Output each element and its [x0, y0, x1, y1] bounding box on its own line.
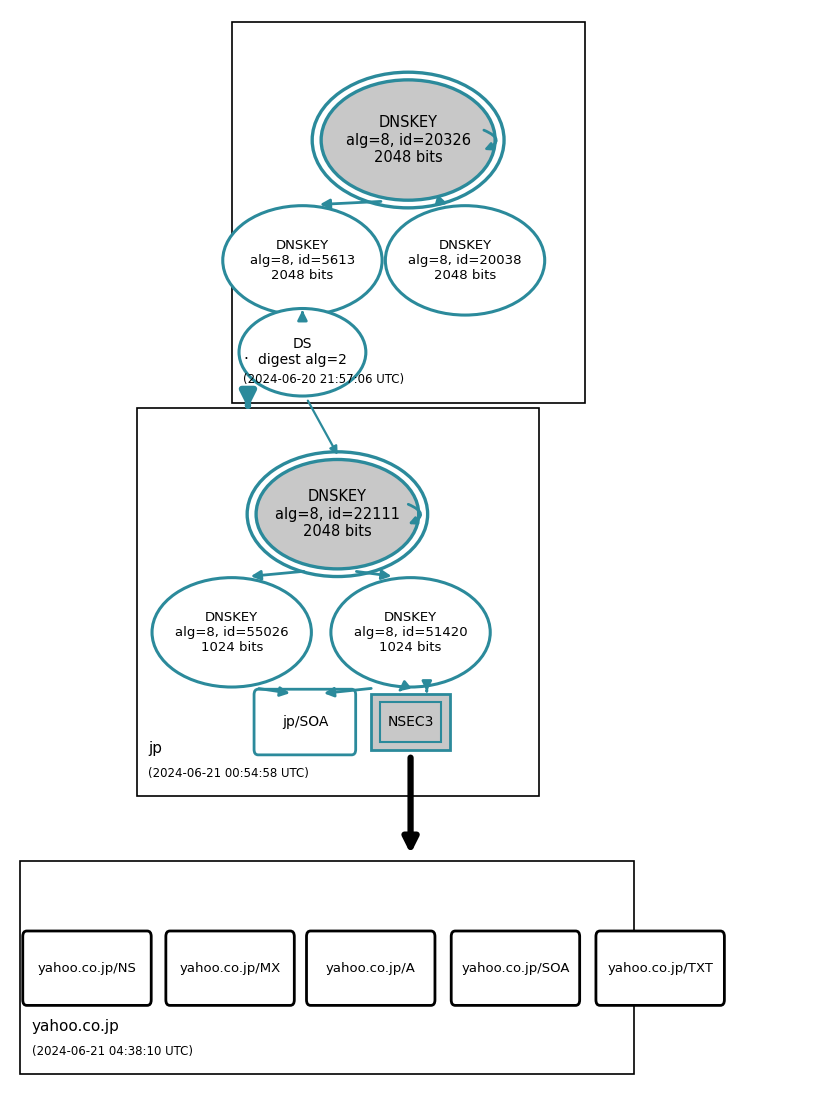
- Text: yahoo.co.jp/SOA: yahoo.co.jp/SOA: [461, 962, 570, 975]
- Text: (2024-06-20 21:57:06 UTC): (2024-06-20 21:57:06 UTC): [243, 373, 404, 386]
- Text: NSEC3: NSEC3: [387, 715, 434, 729]
- Ellipse shape: [223, 206, 382, 315]
- Text: yahoo.co.jp/MX: yahoo.co.jp/MX: [180, 962, 280, 975]
- FancyBboxPatch shape: [23, 931, 151, 1005]
- FancyBboxPatch shape: [596, 931, 724, 1005]
- Text: yahoo.co.jp/TXT: yahoo.co.jp/TXT: [607, 962, 713, 975]
- FancyBboxPatch shape: [254, 689, 356, 755]
- FancyBboxPatch shape: [307, 931, 435, 1005]
- FancyBboxPatch shape: [451, 931, 580, 1005]
- Text: (2024-06-21 04:38:10 UTC): (2024-06-21 04:38:10 UTC): [32, 1045, 193, 1058]
- FancyArrowPatch shape: [408, 504, 420, 523]
- Text: yahoo.co.jp: yahoo.co.jp: [32, 1019, 120, 1034]
- Text: DNSKEY
alg=8, id=20038
2048 bits: DNSKEY alg=8, id=20038 2048 bits: [408, 238, 522, 282]
- FancyBboxPatch shape: [137, 408, 539, 796]
- Text: DNSKEY
alg=8, id=22111
2048 bits: DNSKEY alg=8, id=22111 2048 bits: [275, 489, 400, 539]
- Text: yahoo.co.jp/A: yahoo.co.jp/A: [326, 962, 415, 975]
- Text: DNSKEY
alg=8, id=5613
2048 bits: DNSKEY alg=8, id=5613 2048 bits: [250, 238, 355, 282]
- Text: DNSKEY
alg=8, id=55026
1024 bits: DNSKEY alg=8, id=55026 1024 bits: [175, 610, 289, 654]
- Ellipse shape: [152, 578, 311, 687]
- Text: DNSKEY
alg=8, id=20326
2048 bits: DNSKEY alg=8, id=20326 2048 bits: [346, 115, 471, 165]
- Text: (2024-06-21 00:54:58 UTC): (2024-06-21 00:54:58 UTC): [148, 767, 309, 780]
- Text: yahoo.co.jp/NS: yahoo.co.jp/NS: [37, 962, 137, 975]
- Text: jp: jp: [148, 741, 162, 756]
- FancyArrowPatch shape: [484, 130, 496, 149]
- FancyBboxPatch shape: [20, 861, 634, 1074]
- FancyBboxPatch shape: [166, 931, 294, 1005]
- Text: DNSKEY
alg=8, id=51420
1024 bits: DNSKEY alg=8, id=51420 1024 bits: [354, 610, 467, 654]
- FancyBboxPatch shape: [371, 694, 450, 750]
- Ellipse shape: [331, 578, 490, 687]
- Text: jp/SOA: jp/SOA: [281, 715, 328, 729]
- Ellipse shape: [239, 309, 366, 396]
- FancyBboxPatch shape: [232, 22, 585, 403]
- Ellipse shape: [385, 206, 545, 315]
- Text: .: .: [243, 347, 248, 362]
- Ellipse shape: [321, 80, 495, 200]
- Ellipse shape: [256, 459, 419, 569]
- Text: DS
digest alg=2: DS digest alg=2: [258, 337, 347, 368]
